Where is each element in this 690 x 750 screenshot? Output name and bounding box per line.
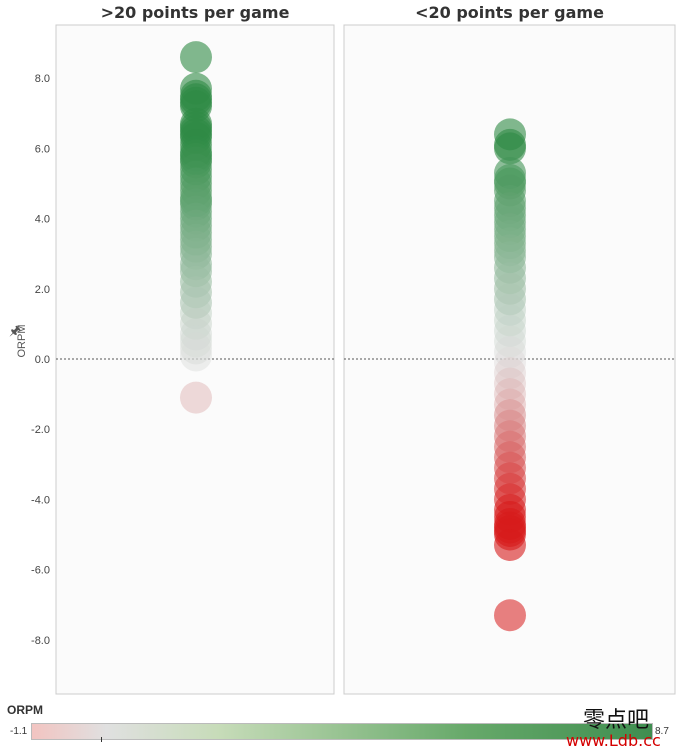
data-point (180, 286, 212, 319)
data-point (180, 339, 212, 372)
data-point (494, 283, 526, 316)
data-point (494, 599, 526, 632)
data-point (494, 293, 526, 326)
legend-zero-tick (101, 737, 102, 742)
y-tick-label: 2.0 (35, 284, 50, 296)
data-point (180, 325, 212, 358)
data-point (494, 325, 526, 358)
data-point (180, 307, 212, 340)
data-point (494, 335, 526, 368)
watermark-text: 零点吧 (583, 708, 650, 733)
y-tick-label: 0.0 (35, 354, 50, 366)
data-point (494, 304, 526, 337)
data-point (494, 357, 526, 390)
data-point (494, 314, 526, 347)
data-point (180, 381, 212, 414)
data-point (494, 132, 526, 165)
data-point (494, 367, 526, 400)
pin-icon[interactable]: 🖈 (9, 323, 22, 338)
y-tick-label: -6.0 (31, 565, 50, 577)
legend-title: ORPM (7, 703, 43, 717)
y-tick-label: -2.0 (31, 424, 50, 436)
y-tick-label: -8.0 (31, 635, 50, 647)
data-point (494, 529, 526, 562)
y-tick-label: 4.0 (35, 214, 50, 226)
data-point (180, 318, 212, 351)
data-point (180, 41, 212, 74)
panel-title-right: <20 points per game (415, 3, 604, 22)
y-tick-label: -4.0 (31, 494, 50, 506)
data-point (494, 346, 526, 379)
legend-min-label: -1.1 (10, 726, 28, 737)
legend-max-label: 8.7 (655, 726, 669, 737)
watermark-url: www.Ldb.cc (566, 731, 661, 750)
data-point (180, 297, 212, 330)
y-tick-label: 6.0 (35, 143, 50, 155)
panel-title-left: >20 points per game (100, 3, 290, 22)
y-tick-label: 8.0 (35, 73, 50, 85)
legend-color-bar (31, 723, 653, 740)
data-point (180, 332, 212, 365)
